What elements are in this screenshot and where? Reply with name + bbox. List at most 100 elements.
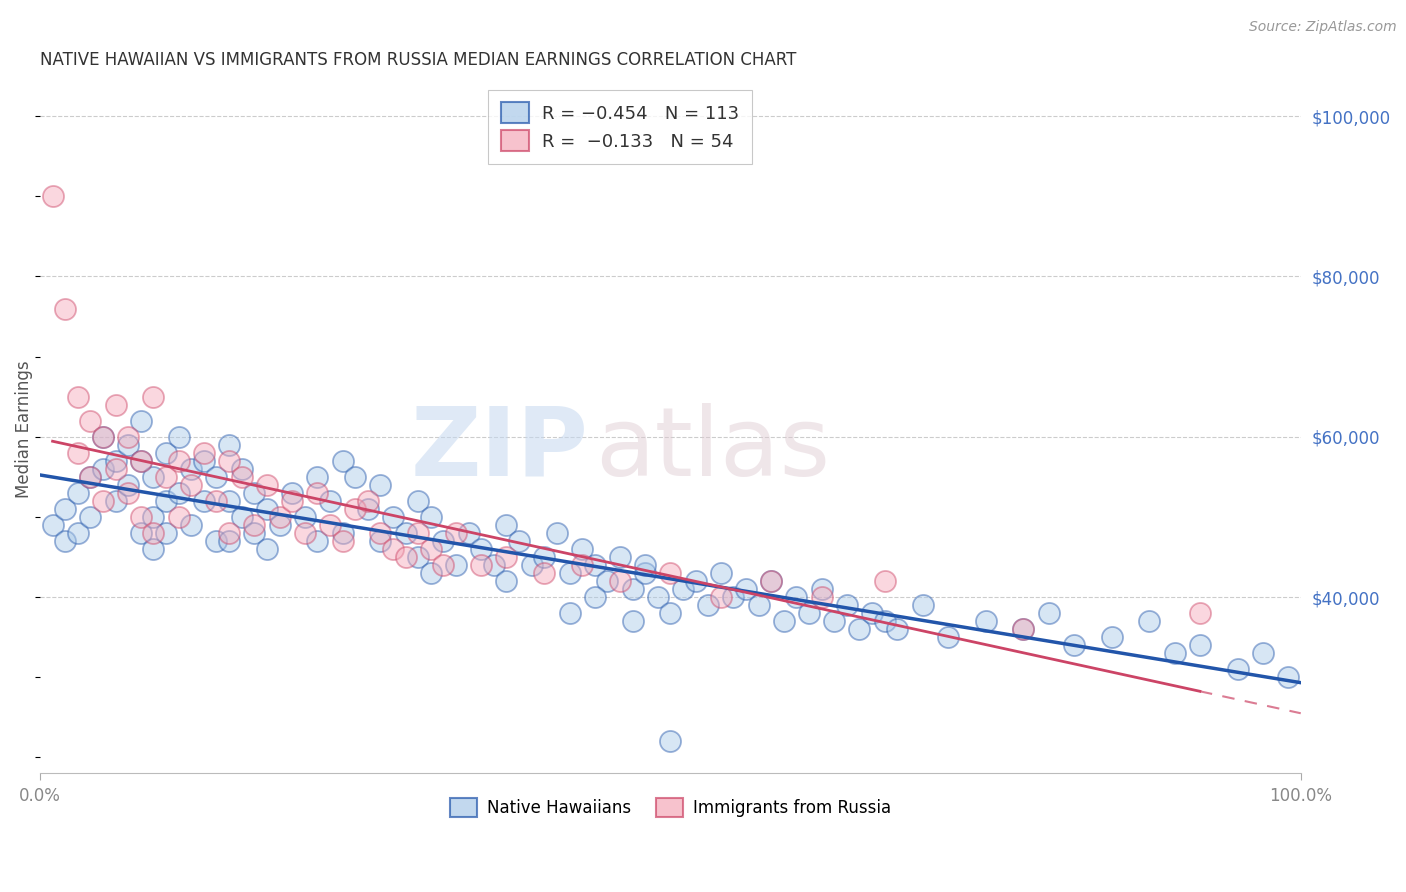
Point xyxy=(406,494,429,508)
Point xyxy=(873,574,896,588)
Point xyxy=(1012,622,1035,636)
Point xyxy=(281,494,304,508)
Text: NATIVE HAWAIIAN VS IMMIGRANTS FROM RUSSIA MEDIAN EARNINGS CORRELATION CHART: NATIVE HAWAIIAN VS IMMIGRANTS FROM RUSSI… xyxy=(39,51,796,69)
Point xyxy=(142,541,165,556)
Point xyxy=(205,494,228,508)
Point xyxy=(269,510,291,524)
Point xyxy=(155,494,177,508)
Point xyxy=(243,486,266,500)
Point xyxy=(571,558,593,572)
Point xyxy=(104,454,127,468)
Point xyxy=(256,502,278,516)
Point xyxy=(495,574,517,588)
Point xyxy=(218,533,240,548)
Point xyxy=(533,549,555,564)
Point xyxy=(218,526,240,541)
Point xyxy=(508,533,530,548)
Point xyxy=(357,502,380,516)
Point xyxy=(155,470,177,484)
Point xyxy=(193,446,215,460)
Point xyxy=(193,454,215,468)
Point xyxy=(723,590,745,604)
Point xyxy=(482,558,505,572)
Point xyxy=(79,470,101,484)
Point xyxy=(1139,614,1161,628)
Point xyxy=(609,574,631,588)
Point xyxy=(634,566,657,580)
Point xyxy=(772,614,794,628)
Point xyxy=(457,526,479,541)
Point xyxy=(104,494,127,508)
Point xyxy=(117,438,139,452)
Point xyxy=(129,454,152,468)
Point xyxy=(583,590,606,604)
Point xyxy=(218,438,240,452)
Point xyxy=(533,566,555,580)
Point xyxy=(823,614,845,628)
Point xyxy=(79,414,101,428)
Point xyxy=(710,590,733,604)
Point xyxy=(66,526,89,541)
Point xyxy=(583,558,606,572)
Point xyxy=(1226,662,1249,676)
Point xyxy=(558,606,581,620)
Point xyxy=(810,582,832,596)
Point xyxy=(104,462,127,476)
Point xyxy=(307,486,329,500)
Point xyxy=(357,494,380,508)
Point xyxy=(307,533,329,548)
Point xyxy=(685,574,707,588)
Point xyxy=(848,622,870,636)
Point xyxy=(860,606,883,620)
Point xyxy=(394,526,416,541)
Point xyxy=(1251,646,1274,660)
Point xyxy=(546,526,568,541)
Point xyxy=(142,470,165,484)
Point xyxy=(155,446,177,460)
Point xyxy=(66,390,89,404)
Point xyxy=(748,598,770,612)
Point xyxy=(697,598,720,612)
Point xyxy=(41,518,63,533)
Point xyxy=(621,582,644,596)
Point xyxy=(243,526,266,541)
Point xyxy=(419,541,441,556)
Point xyxy=(231,462,253,476)
Point xyxy=(936,630,959,644)
Point xyxy=(129,526,152,541)
Point xyxy=(785,590,807,604)
Point xyxy=(344,470,367,484)
Point xyxy=(41,189,63,203)
Point xyxy=(609,549,631,564)
Point xyxy=(218,494,240,508)
Point xyxy=(761,574,783,588)
Point xyxy=(370,533,392,548)
Point xyxy=(710,566,733,580)
Point xyxy=(886,622,908,636)
Point xyxy=(180,518,202,533)
Point xyxy=(571,541,593,556)
Text: ZIP: ZIP xyxy=(411,403,589,496)
Point xyxy=(91,494,114,508)
Point xyxy=(659,566,682,580)
Point xyxy=(281,486,304,500)
Point xyxy=(406,549,429,564)
Point xyxy=(104,398,127,412)
Point xyxy=(1038,606,1060,620)
Point xyxy=(117,486,139,500)
Point xyxy=(91,462,114,476)
Point xyxy=(761,574,783,588)
Point xyxy=(470,558,492,572)
Point xyxy=(193,494,215,508)
Point xyxy=(1012,622,1035,636)
Point xyxy=(432,533,454,548)
Point xyxy=(432,558,454,572)
Point xyxy=(53,502,76,516)
Point xyxy=(495,549,517,564)
Point xyxy=(382,541,405,556)
Point xyxy=(142,390,165,404)
Y-axis label: Median Earnings: Median Earnings xyxy=(15,360,32,498)
Point xyxy=(974,614,997,628)
Point xyxy=(1101,630,1123,644)
Point xyxy=(256,541,278,556)
